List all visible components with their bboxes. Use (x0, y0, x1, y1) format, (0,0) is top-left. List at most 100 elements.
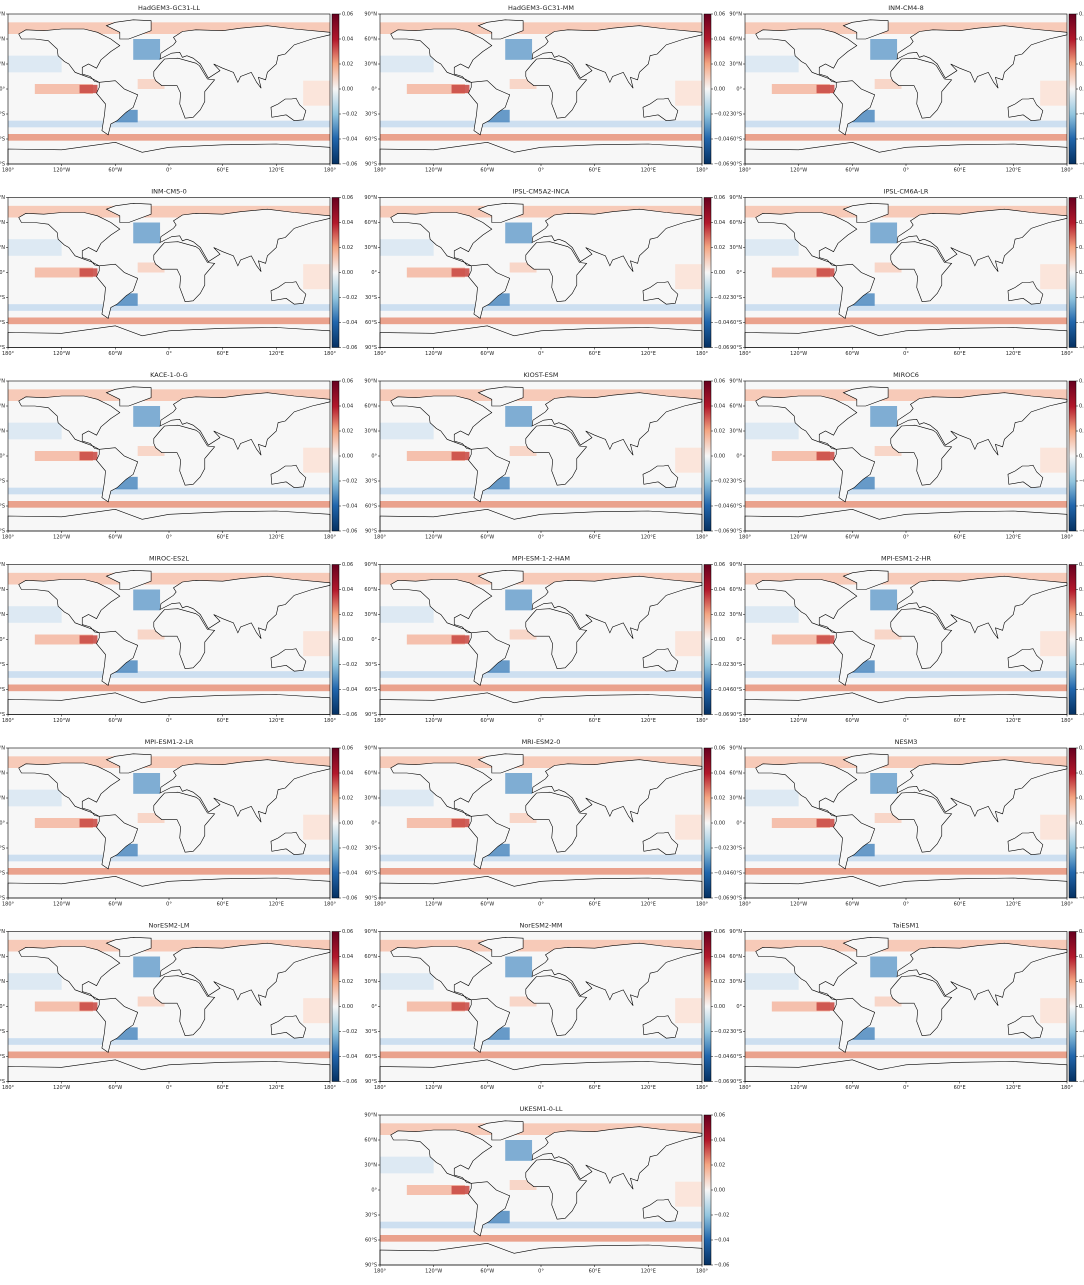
colorbar-tick-label: −0.02 (342, 846, 357, 852)
lat-tick-label: 90°N (364, 379, 377, 385)
lon-tick-label: 60°W (845, 168, 859, 174)
lon-tick-label: 180° (739, 535, 752, 541)
anomaly-patch (303, 447, 330, 473)
panel-title: MPI-ESM1-2-HR (881, 555, 931, 563)
colorbar-tick-label: 0.00 (1079, 87, 1084, 93)
coastline (531, 1126, 703, 1190)
anomaly-patch (505, 222, 533, 244)
lat-tick-label: 60°S (0, 871, 5, 877)
anomaly-patch (34, 634, 93, 645)
lat-tick-label: 0° (0, 637, 5, 643)
panel-title: HadGEM3-GC31-LL (138, 4, 200, 12)
anomaly-patch (870, 39, 898, 60)
coastline (890, 57, 953, 119)
coastline (105, 386, 152, 407)
colorbar-tick-label: 0.00 (714, 87, 725, 93)
anomaly-patch (34, 451, 93, 461)
lon-tick-label: 180° (1061, 1085, 1074, 1091)
coastline (531, 942, 703, 1006)
coastline (890, 608, 953, 669)
coastline (896, 575, 1068, 639)
anomaly-patch (451, 1002, 470, 1011)
lat-tick-label: 90°S (365, 1079, 377, 1085)
coastline (153, 57, 216, 119)
lon-tick-label: 60°E (954, 1085, 966, 1091)
colorbar-tick-label: −0.04 (714, 1238, 729, 1244)
lat-tick-label: 30°N (729, 979, 742, 985)
colorbar-tick-label: 0.02 (1079, 979, 1084, 985)
coastline (18, 946, 121, 1001)
lon-tick-label: 0° (166, 718, 172, 724)
colorbar-tick-label: 0.04 (342, 220, 353, 226)
anomaly-patch (8, 973, 62, 990)
anomaly-patch (34, 1001, 93, 1012)
lat-tick-label: 30°S (0, 479, 5, 485)
coastline (525, 608, 588, 669)
lat-tick-label: 90°S (730, 1079, 742, 1085)
lat-tick-label: 30°S (365, 112, 377, 118)
anomaly-patch (8, 487, 330, 495)
panel-title: TaiESM1 (892, 922, 920, 930)
lat-tick-label: 90°N (729, 562, 742, 568)
colorbar (703, 197, 712, 348)
lat-tick-label: 90°N (364, 929, 377, 935)
anomaly-patch (8, 205, 330, 218)
anomaly-patch (675, 1181, 702, 1207)
lat-tick-label: 60°S (0, 1054, 5, 1060)
panel-title: NorESM2-LM (148, 922, 189, 930)
lon-tick-label: 120°W (425, 1269, 442, 1275)
anomaly-patch (870, 773, 898, 794)
colorbar-tick-label: 0.00 (714, 637, 725, 643)
lon-tick-label: 60°W (108, 168, 122, 174)
anomaly-patch (745, 304, 1067, 311)
anomaly-patch (380, 205, 702, 218)
colorbar (331, 931, 340, 1082)
colorbar-tick-label: −0.04 (1079, 320, 1084, 326)
colorbar (1068, 747, 1077, 899)
anomaly-patch (745, 854, 1067, 862)
anomaly-patch (8, 239, 62, 256)
colorbar-tick-label: 0.06 (1079, 12, 1084, 18)
anomaly-patch (380, 389, 702, 401)
colorbar-tick-label: 0.04 (714, 771, 725, 777)
lat-tick-label: 30°N (0, 796, 5, 802)
lat-tick-label: 60°S (730, 504, 742, 510)
coastline (153, 608, 216, 669)
lon-tick-label: 60°W (845, 902, 859, 908)
lat-tick-label: 90°S (730, 162, 742, 168)
panel-title: MIROC6 (893, 371, 919, 379)
colorbar-tick-label: −0.06 (342, 529, 357, 535)
lat-tick-label: 30°N (0, 245, 5, 251)
coastline (270, 281, 307, 305)
coastline (96, 997, 139, 1053)
lon-tick-label: 60°W (480, 1085, 494, 1091)
panel-title: IPSL-CM6A-LR (884, 188, 929, 196)
lon-tick-label: 0° (166, 1085, 172, 1091)
colorbar-tick-label: 0.04 (1079, 37, 1084, 43)
anomaly-patch (137, 813, 165, 823)
lon-tick-label: 60°E (589, 1085, 601, 1091)
map-panel: MPI-ESM1-2-HR90°N60°N30°N0°30°S60°S90°S1… (729, 555, 1084, 725)
lat-tick-label: 30°S (365, 1213, 377, 1219)
panel-title: NESM3 (895, 738, 918, 746)
coastline (642, 464, 679, 488)
colorbar-tick-label: −0.02 (1079, 295, 1084, 301)
anomaly-patch (380, 1156, 434, 1174)
anomaly-patch (745, 422, 799, 440)
coastline (531, 759, 703, 823)
anomaly-patch (874, 629, 902, 640)
lat-tick-label: 0° (371, 1004, 377, 1010)
lat-tick-label: 0° (736, 1004, 742, 1010)
lat-tick-label: 30°N (364, 612, 377, 618)
lat-tick-label: 90°N (0, 746, 5, 752)
lat-tick-label: 90°S (365, 896, 377, 902)
lat-tick-label: 0° (0, 270, 5, 276)
lon-tick-label: 120°E (1006, 718, 1021, 724)
anomaly-patch (380, 501, 702, 508)
colorbar (703, 931, 712, 1082)
lon-tick-label: 180° (696, 1269, 709, 1275)
anomaly-patch (874, 446, 902, 456)
lon-tick-label: 180° (696, 718, 709, 724)
coastline (159, 25, 331, 89)
